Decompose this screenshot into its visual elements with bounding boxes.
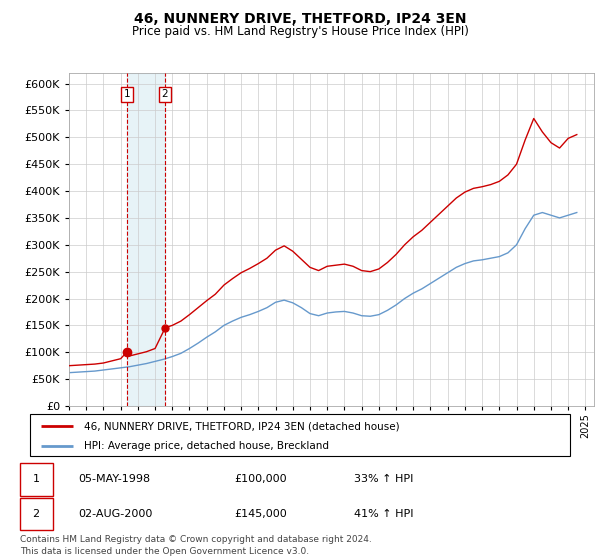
Text: 1: 1 [32, 474, 40, 484]
Text: HPI: Average price, detached house, Breckland: HPI: Average price, detached house, Brec… [84, 441, 329, 451]
Text: 46, NUNNERY DRIVE, THETFORD, IP24 3EN (detached house): 46, NUNNERY DRIVE, THETFORD, IP24 3EN (d… [84, 421, 400, 431]
Bar [127, 73, 165, 406]
Text: £100,000: £100,000 [234, 474, 287, 484]
Text: 05-MAY-1998: 05-MAY-1998 [78, 474, 150, 484]
Text: 2: 2 [32, 509, 40, 519]
Text: £145,000: £145,000 [234, 509, 287, 519]
Text: 2: 2 [162, 90, 169, 100]
Text: 1: 1 [124, 90, 130, 100]
Text: 46, NUNNERY DRIVE, THETFORD, IP24 3EN: 46, NUNNERY DRIVE, THETFORD, IP24 3EN [134, 12, 466, 26]
Text: Price paid vs. HM Land Registry's House Price Index (HPI): Price paid vs. HM Land Registry's House … [131, 25, 469, 38]
Text: 02-AUG-2000: 02-AUG-2000 [78, 509, 152, 519]
Text: 41% ↑ HPI: 41% ↑ HPI [354, 509, 413, 519]
Text: 33% ↑ HPI: 33% ↑ HPI [354, 474, 413, 484]
Text: Contains HM Land Registry data © Crown copyright and database right 2024.
This d: Contains HM Land Registry data © Crown c… [20, 535, 371, 556]
